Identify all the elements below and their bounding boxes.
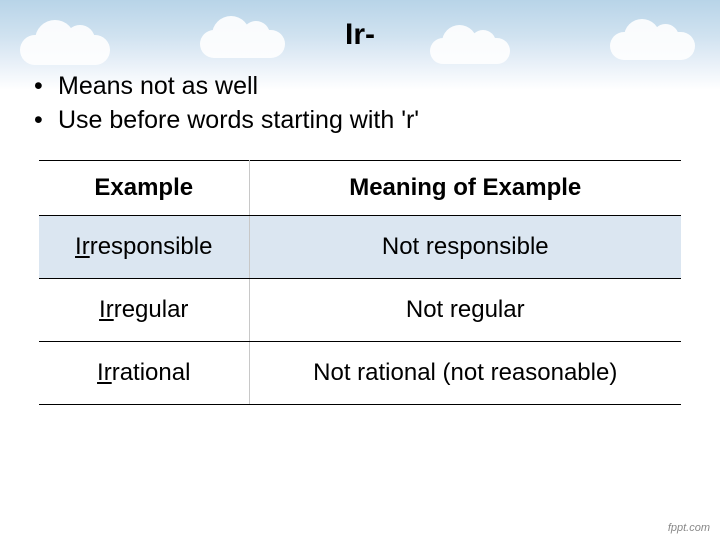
rest-text: rational: [112, 359, 191, 386]
list-item: • Use before words starting with 'r': [34, 104, 692, 138]
bullet-icon: •: [34, 70, 58, 104]
bullet-text: Use before words starting with 'r': [58, 104, 419, 138]
bullet-text: Means not as well: [58, 70, 258, 104]
bullet-icon: •: [34, 104, 58, 138]
example-cell: Irregular: [39, 278, 249, 341]
footer-attribution: fppt.com: [668, 522, 710, 534]
col-header-example: Example: [39, 160, 249, 215]
rest-text: regular: [114, 296, 189, 323]
examples-table: Example Meaning of Example Irresponsible…: [39, 160, 681, 405]
table-row: Irresponsible Not responsible: [39, 215, 681, 278]
meaning-cell: Not regular: [249, 278, 681, 341]
prefix-text: Ir: [97, 359, 112, 386]
meaning-cell: Not rational (not reasonable): [249, 341, 681, 404]
prefix-text: Ir: [75, 233, 90, 260]
meaning-cell: Not responsible: [249, 215, 681, 278]
rest-text: responsible: [90, 233, 213, 260]
table-row: Irregular Not regular: [39, 278, 681, 341]
example-cell: Irrational: [39, 341, 249, 404]
bullet-list: • Means not as well • Use before words s…: [28, 70, 692, 138]
table-row: Irrational Not rational (not reasonable): [39, 341, 681, 404]
table-header-row: Example Meaning of Example: [39, 160, 681, 215]
col-header-meaning: Meaning of Example: [249, 160, 681, 215]
prefix-text: Ir: [99, 296, 114, 323]
example-cell: Irresponsible: [39, 215, 249, 278]
page-title: Ir-: [28, 18, 692, 52]
slide-content: Ir- • Means not as well • Use before wor…: [0, 0, 720, 405]
list-item: • Means not as well: [34, 70, 692, 104]
